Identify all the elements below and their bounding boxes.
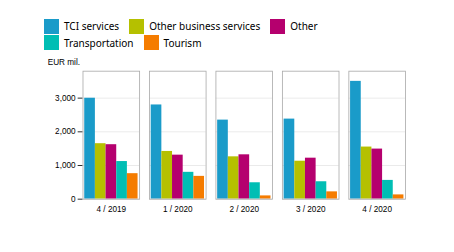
svg-text:4 / 2020: 4 / 2020 [362, 205, 392, 214]
svg-text:3,000: 3,000 [55, 94, 76, 103]
svg-text:3 / 2020: 3 / 2020 [296, 205, 326, 214]
svg-text:4 / 2019: 4 / 2019 [97, 205, 127, 214]
svg-text:1 / 2020: 1 / 2020 [163, 205, 193, 214]
html-text:TCI services: TCI services [64, 19, 120, 34]
html-text:Tourism: Tourism [163, 35, 202, 50]
html-text:Other business services: Other business services [149, 19, 261, 34]
html-text:Transportation: Transportation [64, 35, 134, 50]
svg-text:2,000: 2,000 [55, 127, 76, 136]
svg-text:EUR mil.: EUR mil. [48, 58, 80, 67]
svg-text:0: 0 [71, 195, 76, 204]
svg-text:2 / 2020: 2 / 2020 [229, 205, 259, 214]
svg-text:1,000: 1,000 [55, 161, 76, 170]
html-text:Other: Other [290, 19, 318, 34]
